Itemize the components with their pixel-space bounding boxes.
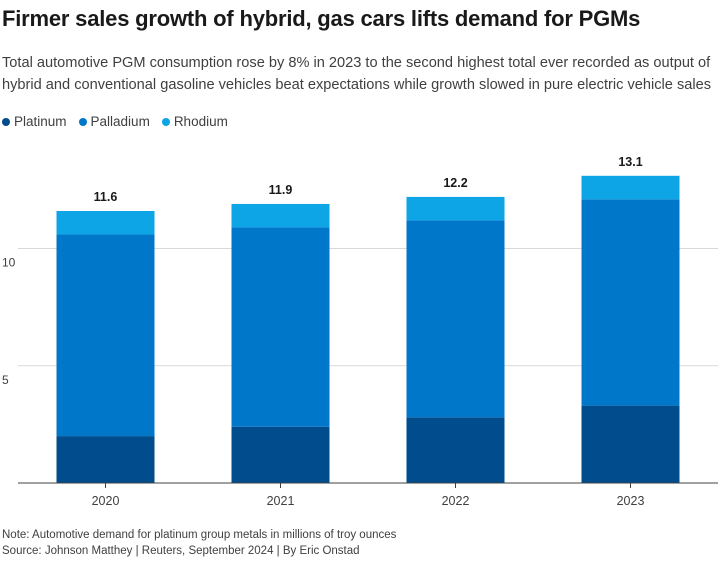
bar-rhodium-2022 bbox=[406, 196, 505, 221]
total-label-2022: 12.2 bbox=[443, 176, 467, 190]
x-tick-label-2020: 2020 bbox=[92, 494, 120, 508]
legend: Platinum Palladium Rhodium bbox=[2, 114, 228, 129]
legend-label-rhodium: Rhodium bbox=[173, 114, 228, 129]
total-label-2021: 11.9 bbox=[269, 183, 293, 197]
x-tick-label-2021: 2021 bbox=[267, 494, 295, 508]
legend-swatch-palladium bbox=[78, 117, 87, 126]
legend-label-platinum: Platinum bbox=[14, 114, 67, 129]
legend-item-rhodium: Rhodium bbox=[161, 114, 228, 129]
x-tick-label-2022: 2022 bbox=[442, 494, 470, 508]
bar-platinum-2023 bbox=[581, 405, 680, 483]
bar-palladium-2022 bbox=[406, 220, 505, 418]
y-tick-label-5: 5 bbox=[2, 373, 9, 387]
chart-subtitle: Total automotive PGM consumption rose by… bbox=[2, 55, 712, 93]
source-line: Source: Johnson Matthey | Reuters, Septe… bbox=[2, 545, 360, 557]
y-tick-label-10: 10 bbox=[2, 256, 16, 270]
bars-layer bbox=[56, 175, 680, 483]
total-label-2023: 13.1 bbox=[618, 155, 642, 169]
footnote: Note: Automotive demand for platinum gro… bbox=[2, 529, 397, 541]
bar-platinum-2022 bbox=[406, 417, 505, 483]
legend-swatch-platinum bbox=[2, 117, 10, 126]
bar-rhodium-2023 bbox=[581, 175, 680, 200]
legend-item-platinum: Platinum bbox=[2, 114, 67, 129]
bar-palladium-2020 bbox=[56, 234, 155, 437]
axis-layer: 5 10 2020 2021 2022 2023 bbox=[2, 256, 718, 508]
bar-rhodium-2021 bbox=[231, 203, 330, 228]
x-tick-label-2023: 2023 bbox=[617, 494, 645, 508]
bar-rhodium-2020 bbox=[56, 210, 155, 235]
legend-item-palladium: Palladium bbox=[78, 114, 150, 129]
bar-platinum-2020 bbox=[56, 436, 155, 483]
bar-platinum-2021 bbox=[231, 426, 330, 483]
bar-palladium-2021 bbox=[231, 227, 330, 427]
labels-layer: 11.6 11.9 12.2 13.1 bbox=[94, 155, 643, 204]
chart-title: Firmer sales growth of hybrid, gas cars … bbox=[2, 6, 641, 31]
bar-palladium-2023 bbox=[581, 199, 680, 406]
legend-swatch-rhodium bbox=[161, 117, 170, 126]
stacked-bar-chart: 11.6 11.9 12.2 13.1 5 10 2020 2021 2022 2023 bbox=[2, 155, 718, 508]
total-label-2020: 11.6 bbox=[94, 190, 118, 204]
legend-label-palladium: Palladium bbox=[90, 114, 150, 129]
